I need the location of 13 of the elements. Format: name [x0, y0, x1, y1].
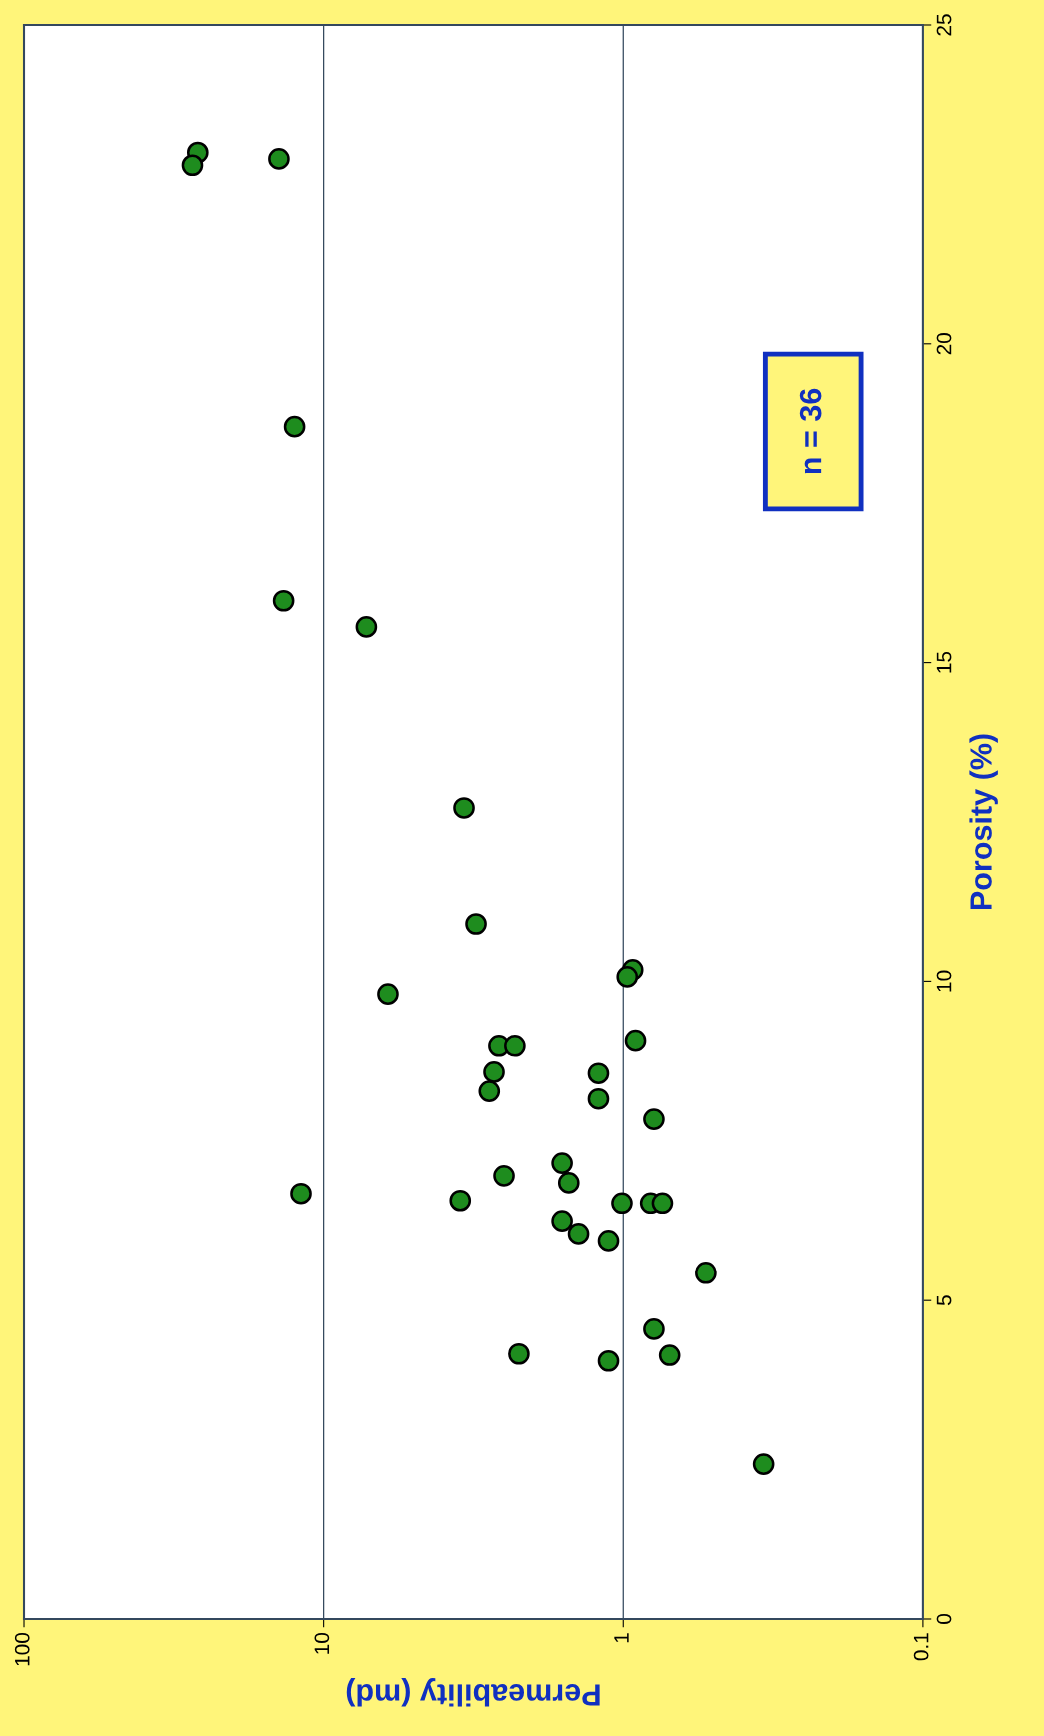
y-tick-label: 15 — [936, 651, 952, 673]
x-axis-title: Permeability (md) — [346, 1678, 600, 1707]
y-tick-label: 25 — [936, 14, 952, 36]
y-tick-label: 5 — [936, 1295, 952, 1306]
annotation: n = 36 — [799, 388, 822, 474]
x-tick-label: 10 — [314, 1633, 330, 1654]
y-tick-label: 20 — [936, 333, 952, 355]
x-tick-label: 100 — [14, 1633, 30, 1666]
y-tick-label: 10 — [936, 970, 952, 992]
x-tick-label: 0.1 — [913, 1633, 929, 1661]
y-tick-label: 0 — [936, 1614, 952, 1624]
y-axis-title: Porosity (%) — [969, 734, 998, 910]
x-tick-label: 1 — [614, 1633, 629, 1643]
